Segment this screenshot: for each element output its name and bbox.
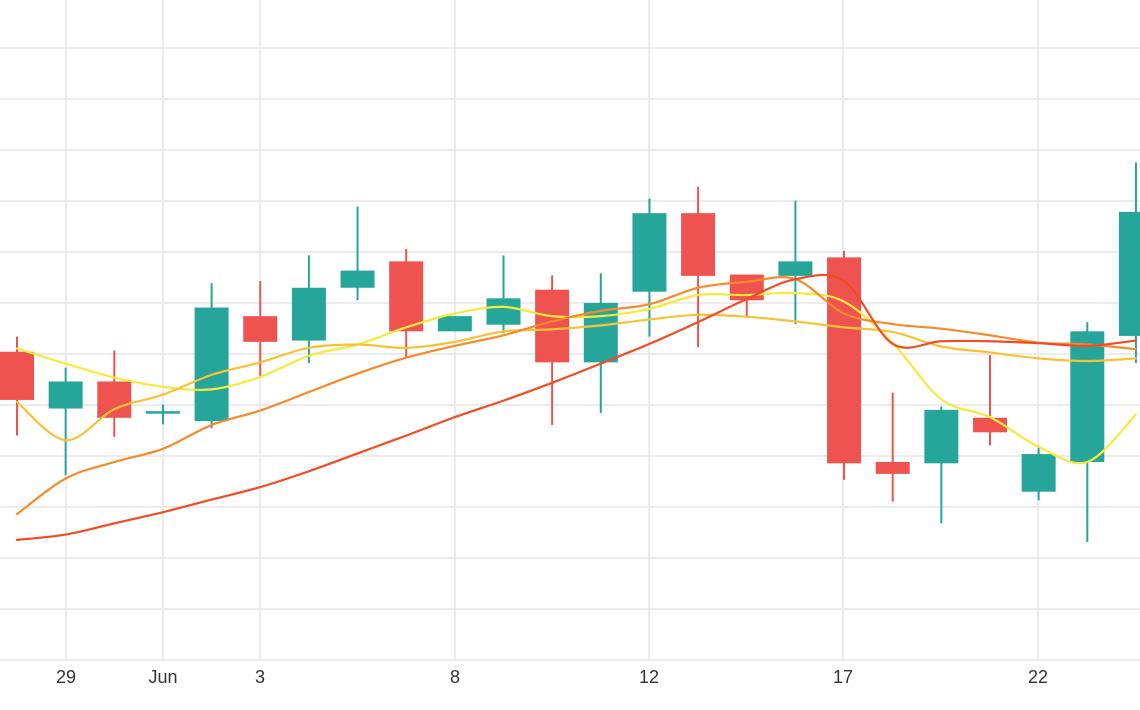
candle-body-5: [243, 316, 278, 342]
candle-body-17: [827, 257, 862, 464]
candle-body-6: [291, 287, 326, 341]
candle-body-10: [486, 298, 521, 325]
candle-body-1: [48, 381, 83, 409]
candle-body-7: [340, 270, 375, 288]
candle-body-4: [194, 307, 229, 422]
candle-body-22: [1070, 331, 1105, 462]
x-tick-label-3: 8: [450, 667, 460, 687]
x-tick-label-1: Jun: [148, 667, 177, 687]
candle-body-14: [681, 213, 716, 276]
x-tick-label-2: 3: [255, 667, 265, 687]
x-tick-label-0: 29: [56, 667, 76, 687]
x-tick-label-6: 22: [1028, 667, 1048, 687]
moving-average-line-ma_4: [15, 273, 1138, 541]
candle-body-9: [437, 316, 472, 332]
candle-body-16: [778, 261, 813, 276]
candle-body-8: [389, 261, 424, 332]
candle-body-3: [145, 411, 180, 414]
candle-body-21: [1021, 454, 1056, 492]
moving-average-line-ma_fast: [15, 291, 1138, 465]
candle-body-15: [729, 274, 764, 301]
candle-body-11: [535, 289, 570, 363]
candle-body-2: [97, 381, 132, 418]
candle-body-23: [1118, 211, 1140, 336]
moving-average-line-ma_3: [15, 276, 1138, 516]
candle-body-0: [0, 351, 34, 400]
candle-body-19: [924, 409, 959, 464]
x-tick-label-5: 17: [833, 667, 853, 687]
x-tick-label-4: 12: [639, 667, 659, 687]
candle-body-18: [875, 462, 910, 474]
candle-body-13: [632, 213, 667, 292]
moving-average-line-ma_2: [15, 313, 1138, 442]
